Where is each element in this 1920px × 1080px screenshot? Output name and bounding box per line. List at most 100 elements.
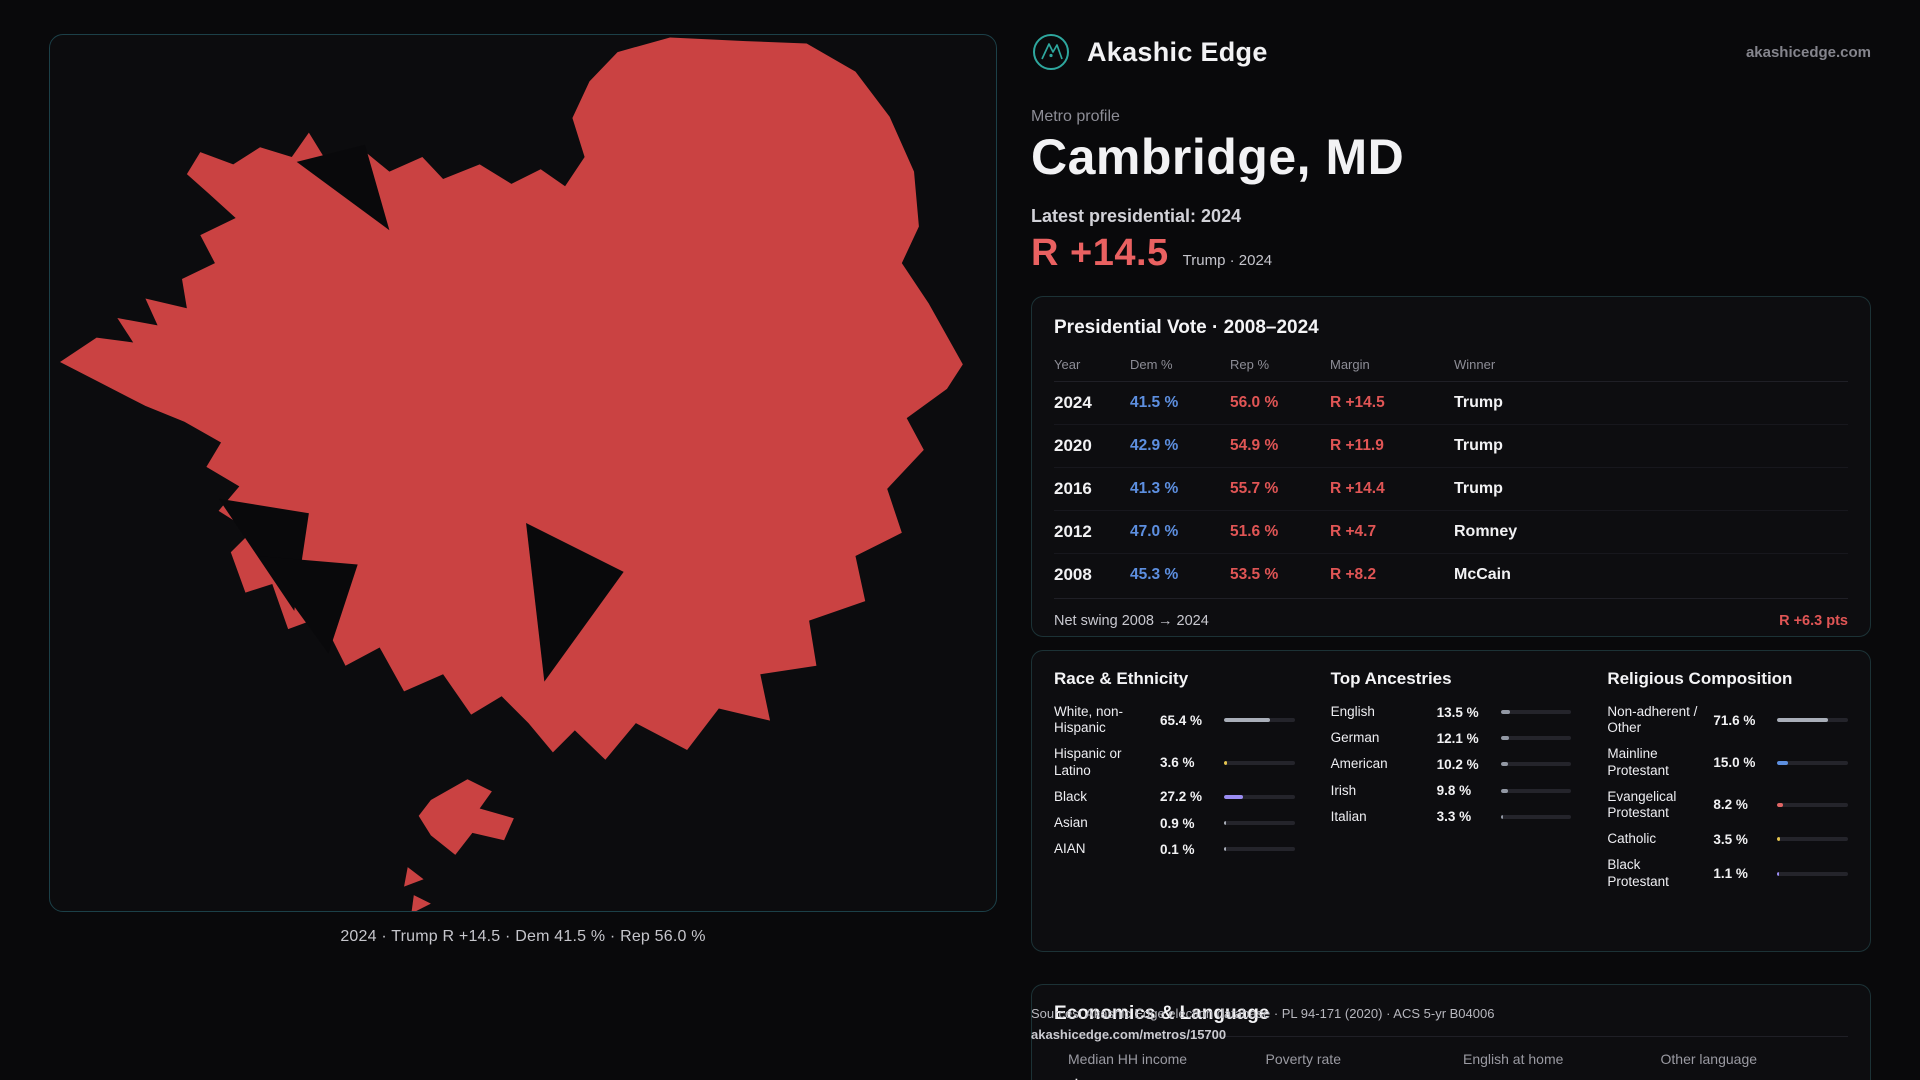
latest-presidential-label: Latest presidential: 2024 <box>1031 206 1242 226</box>
demo-bar <box>1777 718 1848 723</box>
col-header-margin: Margin <box>1330 351 1454 382</box>
race-ethnicity-column: Race & Ethnicity White, non-Hispanic 65.… <box>1054 669 1295 900</box>
demo-bar <box>1224 821 1295 826</box>
demo-bar <box>1500 710 1572 715</box>
demo-bar <box>1224 760 1295 765</box>
demo-row: German 12.1 % <box>1331 730 1572 746</box>
demo-value: 0.1 % <box>1160 841 1195 857</box>
demo-label: Non-adherent / Other <box>1607 704 1698 736</box>
vote-row-winner: Trump <box>1454 382 1848 425</box>
vote-row-year: 2020 <box>1054 425 1130 468</box>
col-header-winner: Winner <box>1454 351 1848 382</box>
vote-row-margin: R +14.5 <box>1330 382 1454 425</box>
demo-row: English 13.5 % <box>1331 704 1572 720</box>
stat-block: Other language 4.7 % <box>1661 1051 1835 1080</box>
demo-row: Asian 0.9 % <box>1054 815 1295 831</box>
map-caption: 2024 · Trump R +14.5 · Dem 41.5 % · Rep … <box>340 928 706 945</box>
vote-row-margin: R +14.4 <box>1330 468 1454 511</box>
demo-value: 9.8 % <box>1436 783 1472 799</box>
demo-label: English <box>1330 704 1375 719</box>
demo-row: White, non-Hispanic 65.4 % <box>1054 704 1295 736</box>
headline-margin-row: R +14.5 Trump · 2024 <box>1031 232 1272 275</box>
demo-value: 10.2 % <box>1436 756 1479 772</box>
page-title: Cambridge, MD <box>1031 129 1405 185</box>
stat-block: Poverty rate 15.3 % <box>1266 1051 1440 1080</box>
permalink-link[interactable]: akashicedge.com/metros/15700 <box>1031 1026 1227 1042</box>
stat-value: 4.7 % <box>1661 1075 1835 1080</box>
economics-stats: Median HH income $47,444 Poverty rate 15… <box>1054 1051 1848 1080</box>
demo-value: 3.3 % <box>1436 809 1472 825</box>
demo-row: Irish 9.8 % <box>1331 783 1572 799</box>
demo-value: 12.1 % <box>1436 730 1479 746</box>
stat-block: English at home 95.3 % <box>1463 1051 1637 1080</box>
demo-label: Asian <box>1054 814 1088 830</box>
demo-bar <box>1500 814 1572 819</box>
col-header-dem: Dem % <box>1130 351 1230 382</box>
vote-row-margin: R +11.9 <box>1330 425 1454 468</box>
vote-row-dem: 42.9 % <box>1130 425 1230 468</box>
demo-value: 8.2 % <box>1713 797 1748 813</box>
net-swing-row: Net swing 2008 → 2024 R +6.3 pts <box>1054 598 1848 629</box>
vote-table: Year Dem % Rep % Margin Winner 2024 41.5… <box>1054 351 1848 596</box>
demo-label: German <box>1330 730 1380 746</box>
demo-label: Black <box>1054 788 1088 804</box>
metro-map-panel <box>49 34 997 912</box>
demo-row: Italian 3.3 % <box>1331 809 1572 825</box>
demo-value: 3.6 % <box>1160 755 1195 771</box>
religion-column: Religious Composition Non-adherent / Oth… <box>1607 669 1848 900</box>
demo-label: Mainline Protestant <box>1607 746 1669 778</box>
stat-label: Other language <box>1660 1051 1758 1067</box>
demo-label: Catholic <box>1607 831 1657 847</box>
map-island <box>404 867 424 887</box>
economics-language-panel: Economics & Language Median HH income $4… <box>1031 984 1871 1080</box>
sources-line: Sources: Akashic Edge election database … <box>1031 1006 1495 1021</box>
demo-row: American 10.2 % <box>1331 756 1572 772</box>
map-peninsula <box>418 779 514 855</box>
headline-margin-value: R +14.5 <box>1031 232 1169 274</box>
brand-domain-link[interactable]: akashicedge.com <box>1745 43 1871 61</box>
vote-row-year: 2012 <box>1054 511 1130 554</box>
demo-bar <box>1224 794 1295 799</box>
demo-bar <box>1500 762 1572 767</box>
vote-row-dem: 41.5 % <box>1130 382 1230 425</box>
map-inlet <box>296 144 390 231</box>
stat-value: $47,444 <box>1068 1075 1242 1080</box>
demo-bar <box>1500 736 1572 741</box>
demo-value: 15.0 % <box>1713 755 1756 771</box>
vote-row-margin: R +4.7 <box>1330 511 1454 554</box>
stat-label: Poverty rate <box>1265 1051 1341 1067</box>
demo-label: Hispanic or Latino <box>1054 746 1122 778</box>
vote-row-winner: Trump <box>1454 468 1848 511</box>
religion-title: Religious Composition <box>1607 669 1793 688</box>
demo-bar <box>1224 847 1295 852</box>
sources-footer: Sources: Akashic Edge election database … <box>1031 1004 1494 1046</box>
demo-row: Black Protestant 1.1 % <box>1607 857 1848 889</box>
demo-label: Irish <box>1330 782 1357 798</box>
headline-margin-context: Trump · 2024 <box>1182 252 1273 269</box>
demo-row: Evangelical Protestant 8.2 % <box>1607 789 1848 821</box>
demographics-panel: Race & Ethnicity White, non-Hispanic 65.… <box>1031 650 1871 952</box>
demo-value: 13.5 % <box>1436 704 1479 720</box>
demo-value: 1.1 % <box>1713 866 1748 881</box>
vote-row-winner: Romney <box>1454 511 1848 554</box>
map-inlet <box>526 523 624 682</box>
demo-bar <box>1500 788 1572 793</box>
ancestries-title: Top Ancestries <box>1330 669 1452 688</box>
map-inlet <box>257 555 358 654</box>
col-header-year: Year <box>1054 351 1130 382</box>
net-swing-label: Net swing 2008 → 2024 <box>1054 613 1209 629</box>
demo-value: 65.4 % <box>1160 712 1203 728</box>
demo-label: Italian <box>1330 808 1367 824</box>
demo-value: 27.2 % <box>1160 789 1203 805</box>
vote-row-margin: R +8.2 <box>1330 566 1377 583</box>
vote-row-year: 2024 <box>1054 382 1130 425</box>
demo-row: Non-adherent / Other 71.6 % <box>1607 704 1848 736</box>
stat-value: 15.3 % <box>1266 1075 1440 1080</box>
demo-label: White, non-Hispanic <box>1054 704 1124 736</box>
demo-value: 71.6 % <box>1713 712 1756 728</box>
economics-title: Economics & Language <box>1054 1003 1848 1037</box>
vote-row-year: 2016 <box>1054 468 1130 511</box>
demo-row: Mainline Protestant 15.0 % <box>1607 746 1848 778</box>
akashic-edge-logo-icon <box>1033 34 1069 70</box>
